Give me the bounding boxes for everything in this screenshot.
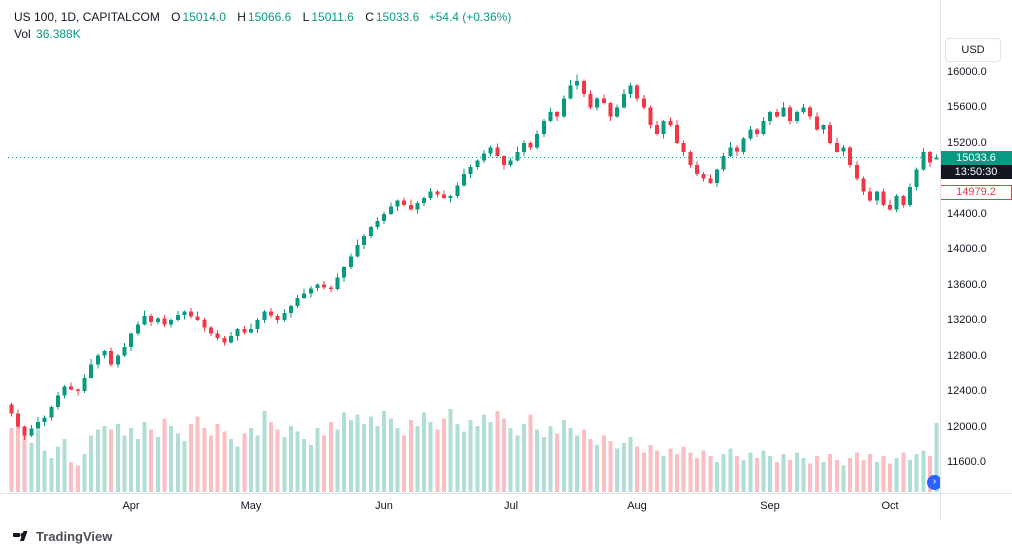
price-tick-label: 12000.0 [947,421,987,433]
symbol-legend: US 100, 1D, CAPITALCOM O 15014.0 H 15066.6… [14,9,511,43]
last-price-badge: 15033.6 [940,151,1012,165]
legend-ohlc-row: US 100, 1D, CAPITALCOM O 15014.0 H 15066.6… [14,9,511,26]
price-tick-label: 15600.0 [947,101,987,113]
time-tick-label: Sep [760,500,780,512]
price-tick-label: 13200.0 [947,314,987,326]
volume-value: 36.388K [36,27,81,41]
time-tick-label: Jun [375,500,393,512]
currency-toggle-button[interactable]: USD [945,38,1001,62]
volume-label: Vol [14,27,31,41]
bar-countdown-badge: 13:50:30 [940,165,1012,179]
price-tick-label: 14000.0 [947,243,987,255]
time-tick-label: May [240,500,262,512]
price-axis[interactable]: USD 15033.6 13:50:30 14979.2 16000.0 1560… [940,0,1012,520]
legend-volume-row: Vol 36.388K [14,26,511,43]
symbol-title[interactable]: US 100, 1D, CAPITALCOM [14,10,160,24]
close-label: C [365,10,374,24]
low-value: 15011.6 [311,10,354,24]
high-label: H [237,10,246,24]
price-tick-label: 16000.0 [947,66,987,78]
price-axis-border [940,0,941,520]
price-tick-label: 15200.0 [947,137,987,149]
candles-svg[interactable] [0,0,940,493]
low-label: L [302,10,310,24]
price-tick-label: 12800.0 [947,350,987,362]
price-tick-label: 13600.0 [947,279,987,291]
price-tick-label: 12400.0 [947,385,987,397]
high-value: 15066.6 [247,10,292,24]
price-tick-label: 11600.0 [947,456,986,468]
close-value: 15033.6 [375,10,420,24]
prev-close-badge: 14979.2 [940,185,1012,200]
open-label: O [171,10,181,24]
tradingview-logo-icon [13,531,28,541]
scroll-to-latest-button[interactable]: › [927,475,942,490]
time-axis[interactable]: Apr May Jun Jul Aug Sep Oct [0,493,1012,521]
candlestick-chart-pane[interactable] [0,0,940,493]
time-tick-label: Apr [122,500,140,512]
time-tick-label: Oct [881,500,899,512]
price-tick-label: 14400.0 [947,208,987,220]
open-value: 15014.0 [182,10,226,24]
change-value: +54.4 (+0.36%) [428,10,512,24]
tradingview-brand-text: TradingView [36,528,113,544]
time-tick-label: Aug [627,500,647,512]
tradingview-brand[interactable]: TradingView [12,527,112,545]
time-tick-label: Jul [503,500,519,512]
